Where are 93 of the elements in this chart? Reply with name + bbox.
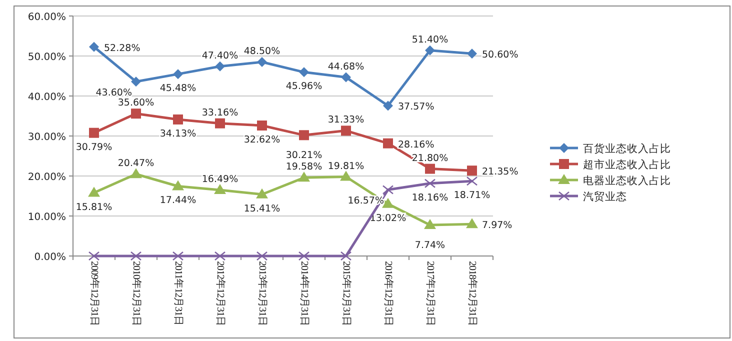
data-label: 16.49% xyxy=(202,174,238,186)
point xyxy=(382,185,394,194)
point xyxy=(173,69,183,80)
data-label: 7.74% xyxy=(414,240,446,252)
data-label: 28.16% xyxy=(398,139,434,150)
data-label: 45.96% xyxy=(286,81,322,92)
data-label: 31.33% xyxy=(328,114,364,126)
y-tick-label: 40.00% xyxy=(28,92,66,103)
point xyxy=(256,251,268,261)
data-label: 35.60% xyxy=(118,98,154,109)
point xyxy=(340,251,352,261)
x-tick-label: 2012年12月31日 xyxy=(214,261,227,326)
data-label: 15.41% xyxy=(244,203,280,214)
data-label: 51.40% xyxy=(412,34,448,46)
data-label: 45.48% xyxy=(160,83,196,94)
data-label: 19.81% xyxy=(328,160,364,172)
point xyxy=(131,108,141,119)
point xyxy=(88,186,100,197)
x-tick-label: 2010年12月31日 xyxy=(130,261,143,326)
data-label: 47.40% xyxy=(202,50,238,62)
x-tick-label: 2009年12月31日 xyxy=(88,261,101,326)
point xyxy=(382,198,394,208)
point xyxy=(215,118,225,128)
legend-label: 百货业态收入占比 xyxy=(583,142,671,155)
data-label: 7.97% xyxy=(482,220,512,232)
x-tick-label: 2018年12月31日 xyxy=(466,261,479,326)
y-tick-label: 60.00% xyxy=(28,12,66,23)
point xyxy=(425,45,435,56)
point xyxy=(88,251,100,261)
data-label: 33.16% xyxy=(202,107,238,118)
y-tick-label: 10.00% xyxy=(28,212,66,223)
data-label: 44.68% xyxy=(328,61,364,72)
x-tick-label: 2015年12月31日 xyxy=(340,261,353,326)
y-tick-label: 30.00% xyxy=(28,132,66,143)
data-label: 30.79% xyxy=(76,142,112,153)
point xyxy=(298,251,310,261)
x-tick-label: 2017年12月31日 xyxy=(424,261,437,326)
x-tick-label: 2013年12月31日 xyxy=(256,261,269,326)
data-label: 52.28% xyxy=(104,42,140,54)
point xyxy=(172,251,184,261)
data-label: 37.57% xyxy=(398,102,434,113)
legend-label: 电器业态收入占比 xyxy=(583,174,671,187)
data-label: 19.58% xyxy=(286,162,322,173)
data-label: 13.02% xyxy=(370,212,406,224)
data-label: 17.44% xyxy=(160,195,196,206)
data-label: 18.16% xyxy=(412,192,448,204)
point xyxy=(130,251,142,261)
point xyxy=(257,57,267,67)
point xyxy=(340,170,352,181)
point xyxy=(383,138,393,148)
y-tick-label: 20.00% xyxy=(28,172,66,183)
point xyxy=(466,218,478,228)
point xyxy=(467,48,477,59)
legend-label: 超市业态收入占比 xyxy=(583,158,671,171)
point xyxy=(256,188,268,198)
point xyxy=(467,166,477,176)
point xyxy=(130,168,142,178)
x-tick-label: 2016年12月31日 xyxy=(382,261,395,326)
point xyxy=(341,126,351,136)
point xyxy=(214,251,226,261)
point xyxy=(298,172,310,182)
point xyxy=(173,114,183,124)
data-label: 15.81% xyxy=(76,202,112,213)
point xyxy=(383,100,393,111)
y-tick-label: 50.00% xyxy=(28,52,66,63)
data-label: 18.71% xyxy=(454,190,490,202)
point xyxy=(215,61,225,72)
data-label: 48.50% xyxy=(244,46,280,57)
data-label: 32.62% xyxy=(244,134,280,146)
point xyxy=(299,67,309,78)
point xyxy=(257,120,267,131)
point xyxy=(299,130,309,140)
data-label: 20.47% xyxy=(118,158,154,170)
point xyxy=(131,76,141,87)
point xyxy=(425,164,435,174)
x-tick-label: 2011年12月31日 xyxy=(172,261,185,326)
point xyxy=(424,219,436,230)
legend-label: 汽贸业态 xyxy=(583,190,627,203)
data-label: 21.80% xyxy=(412,152,448,164)
y-tick-label: 0.00% xyxy=(34,252,66,263)
x-tick-label: 2014年12月31日 xyxy=(298,261,311,326)
point xyxy=(466,176,478,186)
point xyxy=(89,128,99,138)
data-label: 34.13% xyxy=(160,128,196,140)
point xyxy=(214,184,226,194)
data-label: 21.35% xyxy=(482,166,518,178)
data-label: 30.21% xyxy=(286,150,322,162)
data-label: 43.60% xyxy=(96,88,132,99)
point xyxy=(424,178,436,188)
point xyxy=(89,42,99,52)
point xyxy=(341,72,351,82)
point xyxy=(172,180,184,190)
data-label: 50.60% xyxy=(482,50,518,61)
